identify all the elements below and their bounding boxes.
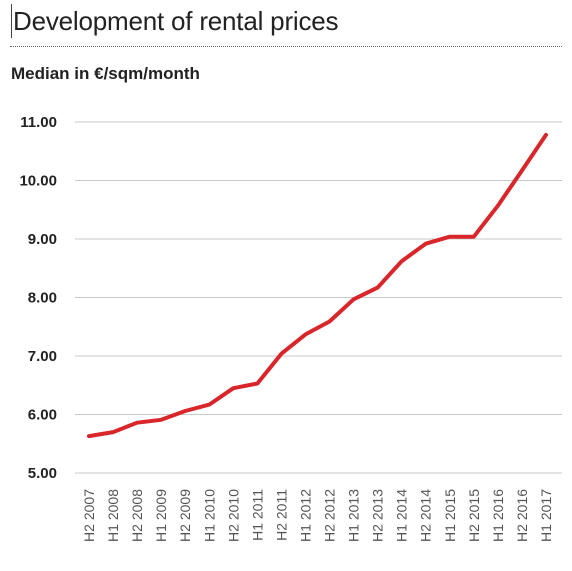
y-tick-label: 11.00 (20, 114, 57, 131)
y-axis-label: Median in €/sqm/month (11, 64, 200, 83)
x-tick-label: H1 2009 (153, 489, 169, 542)
y-tick-label: 6.00 (28, 407, 57, 424)
x-tick-label: H2 2008 (129, 489, 145, 542)
x-tick-label: H1 2010 (201, 489, 217, 542)
chart-title: Development of rental prices (11, 4, 339, 38)
y-tick-label: 5.00 (28, 465, 57, 482)
x-tick-label: H2 2011 (273, 489, 289, 541)
gridlines (75, 121, 562, 474)
y-tick-label: 9.00 (28, 231, 57, 248)
x-tick-label: H1 2015 (442, 489, 458, 542)
x-tick-label: H2 2012 (322, 489, 338, 542)
x-tick-label: H2 2014 (418, 489, 434, 542)
x-tick-label: H1 2013 (346, 489, 362, 542)
series-line (87, 132, 548, 439)
x-tick-label: H1 2017 (538, 489, 554, 542)
x-tick-label: H1 2011 (249, 489, 265, 541)
x-tick-label: H2 2016 (514, 489, 530, 542)
x-tick-label: H2 2013 (370, 489, 386, 542)
x-tick-label: H2 2009 (177, 489, 193, 542)
x-tick-labels: H2 2007 H1 2008 H2 2008 H1 2009 H2 2009 H1 20… (81, 489, 554, 542)
x-tick-label: H2 2007 (81, 489, 97, 542)
x-tick-label: H1 2008 (105, 489, 121, 542)
title-divider (10, 46, 562, 47)
y-tick-label: 7.00 (28, 348, 57, 365)
x-tick-label: H2 2010 (225, 489, 241, 542)
y-tick-label: 8.00 (28, 290, 57, 307)
x-tick-label: H1 2012 (297, 489, 313, 542)
x-tick-label: H2 2015 (466, 489, 482, 542)
x-tick-label: H1 2016 (490, 489, 506, 542)
y-tick-label: 10.00 (19, 173, 57, 190)
y-tick-labels: 5.00 6.00 7.00 8.00 9.00 10.00 11.00 (19, 114, 57, 482)
x-tick-label: H1 2014 (394, 489, 410, 542)
